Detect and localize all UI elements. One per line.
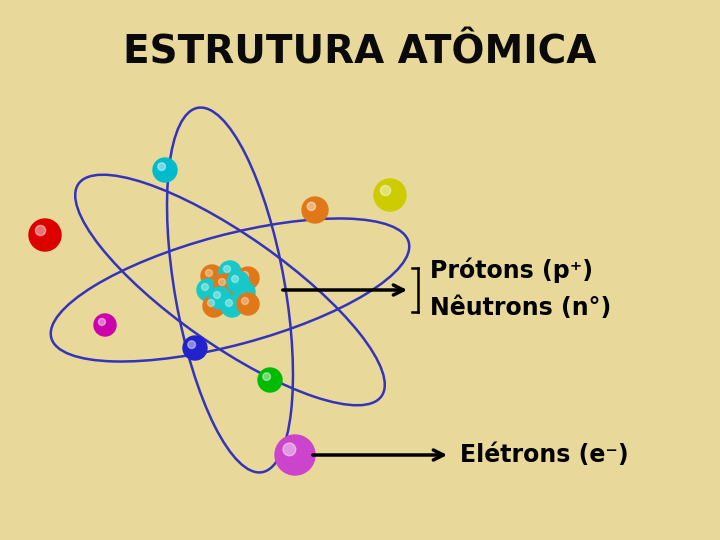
Circle shape	[241, 272, 248, 279]
Circle shape	[374, 179, 406, 211]
Circle shape	[209, 287, 231, 309]
Circle shape	[227, 271, 249, 293]
Text: Elétrons (e⁻): Elétrons (e⁻)	[460, 443, 629, 467]
Circle shape	[233, 281, 255, 303]
Circle shape	[380, 185, 391, 195]
Circle shape	[188, 341, 196, 348]
Circle shape	[153, 158, 177, 182]
Circle shape	[237, 267, 259, 289]
Circle shape	[214, 274, 236, 296]
Circle shape	[214, 292, 220, 299]
Circle shape	[218, 286, 225, 293]
Circle shape	[202, 284, 209, 291]
Circle shape	[225, 300, 233, 307]
Text: Prótons (p⁺): Prótons (p⁺)	[430, 257, 593, 283]
Circle shape	[201, 265, 223, 287]
Circle shape	[99, 319, 105, 326]
Circle shape	[203, 295, 225, 317]
Circle shape	[238, 286, 245, 293]
Circle shape	[283, 443, 296, 456]
Circle shape	[218, 279, 225, 286]
Text: Nêutrons (n°): Nêutrons (n°)	[430, 296, 611, 320]
Circle shape	[223, 266, 230, 273]
Circle shape	[221, 295, 243, 317]
Circle shape	[302, 197, 328, 223]
Circle shape	[237, 293, 259, 315]
Circle shape	[219, 261, 241, 283]
Circle shape	[232, 275, 238, 282]
Circle shape	[207, 300, 215, 307]
Circle shape	[307, 202, 315, 211]
Circle shape	[197, 279, 219, 301]
Circle shape	[94, 314, 116, 336]
Circle shape	[275, 435, 315, 475]
Circle shape	[258, 368, 282, 392]
Circle shape	[205, 269, 212, 276]
Circle shape	[29, 219, 61, 251]
Circle shape	[158, 163, 166, 171]
Circle shape	[35, 225, 45, 235]
Circle shape	[241, 298, 248, 305]
Circle shape	[214, 281, 236, 303]
Circle shape	[263, 373, 271, 381]
Circle shape	[183, 336, 207, 360]
Text: ESTRUTURA ATÔMICA: ESTRUTURA ATÔMICA	[123, 33, 597, 71]
